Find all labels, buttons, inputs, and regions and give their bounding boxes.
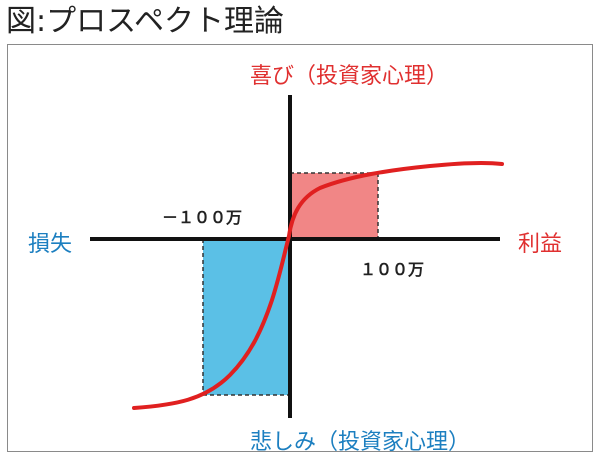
loss-psychology-label: 悲しみ（投資家心理） bbox=[250, 430, 471, 455]
minus-1m-label: －１００万 bbox=[162, 208, 243, 227]
plus-1m-label: １００万 bbox=[360, 260, 425, 279]
page-title: 図:プロスペクト理論 bbox=[6, 4, 285, 39]
value-function-curve bbox=[132, 160, 504, 410]
loss-axis-label: 損失 bbox=[28, 232, 73, 257]
profit-axis-label: 利益 bbox=[518, 232, 563, 257]
gain-psychology-label: 喜び（投資家心理） bbox=[250, 64, 449, 89]
loss-region-box bbox=[203, 239, 290, 395]
diagram-frame bbox=[7, 44, 593, 452]
